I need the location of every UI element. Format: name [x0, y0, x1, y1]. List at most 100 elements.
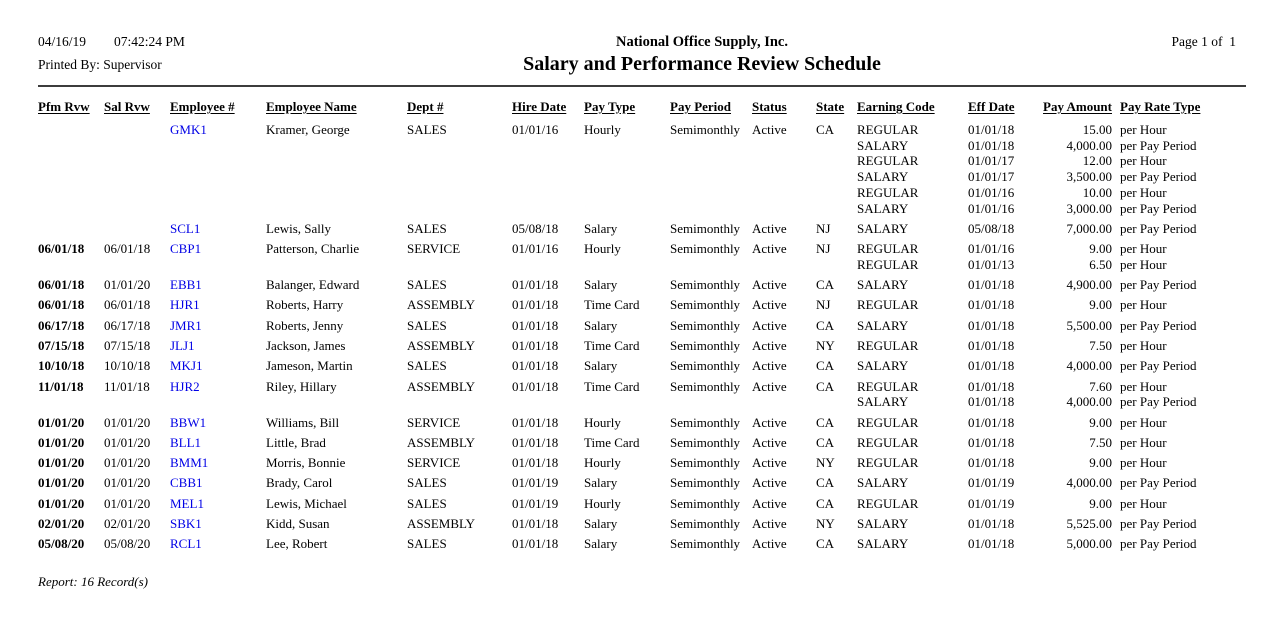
- state-cell: CA: [816, 495, 835, 511]
- status-cell: Active: [752, 358, 787, 374]
- employee-name-cell: Jameson, Martin: [266, 358, 353, 374]
- employee-id-link[interactable]: BMM1: [170, 455, 209, 471]
- eff-date-cell: 01/01/18 01/01/18 01/01/17 01/01/17 01/01/16…: [968, 122, 1035, 221]
- employee-id-link[interactable]: RCL1: [170, 536, 202, 552]
- employee-id-link[interactable]: JLJ1: [170, 338, 195, 353]
- employee-id-link[interactable]: BBW1: [170, 414, 207, 430]
- earning-pay-amount: 3,000.00: [1066, 200, 1113, 216]
- pay-amount-cell: 5,525.00: [1035, 516, 1113, 536]
- report-table-body: GMK1 Kramer, George SALES 01/01/16 Hourly Sem…: [38, 122, 1270, 557]
- status-cell: Active: [752, 455, 787, 471]
- earning-pay-rate-type: per Hour: [1120, 455, 1167, 471]
- earning-code: REGULAR: [857, 378, 919, 394]
- col-header-status: Status: [752, 99, 787, 114]
- pay-period-cell: Semimonthly: [670, 358, 741, 374]
- earning-pay-amount: 7.50: [1089, 338, 1112, 353]
- state-cell: CA: [816, 122, 835, 137]
- employee-id-link[interactable]: HJR1: [170, 297, 200, 313]
- sal-review-cell: 07/15/18: [104, 338, 151, 353]
- col-header-sal-rvw: Sal Rvw: [104, 99, 150, 114]
- earning-eff-date: 01/01/18: [968, 516, 1015, 532]
- earning-code: SALARY: [857, 137, 909, 153]
- employee-row: 01/01/20 01/01/20 MEL1 Lewis, Michael SALES 0…: [38, 496, 1270, 516]
- sal-review-cell: 06/01/18: [104, 241, 151, 257]
- state-cell: NY: [816, 338, 835, 353]
- print-time: 07:42:24 PM: [114, 34, 185, 49]
- hire-date-cell: 01/01/16: [512, 241, 559, 257]
- earning-pay-rate-type: per Hour: [1120, 434, 1167, 450]
- report-header: 04/16/19 07:42:24 PM Printed By: Supervis…: [38, 34, 1248, 76]
- earning-code-cell: SALARY: [857, 536, 968, 556]
- earning-eff-date: 01/01/18: [968, 378, 1015, 394]
- earning-code: SALARY: [857, 394, 909, 410]
- earning-code: SALARY: [857, 317, 909, 333]
- status-cell: Active: [752, 297, 787, 313]
- earning-code: REGULAR: [857, 297, 919, 313]
- employee-id-link[interactable]: CBP1: [170, 241, 202, 257]
- employee-row: 05/08/20 05/08/20 RCL1 Lee, Robert SALES 01/0…: [38, 536, 1270, 556]
- hire-date-cell: 01/01/18: [512, 277, 559, 293]
- earning-pay-amount: 9.00: [1089, 414, 1112, 430]
- earning-code: REGULAR: [857, 434, 919, 450]
- pay-amount-cell: 5,500.00: [1035, 318, 1113, 338]
- state-cell: CA: [816, 378, 835, 394]
- eff-date-cell: 01/01/18 01/01/18: [968, 379, 1035, 415]
- pfm-review-cell: 06/01/18: [38, 297, 85, 313]
- earning-eff-date: 01/01/19: [968, 475, 1015, 491]
- status-cell: Active: [752, 536, 787, 552]
- employee-name-cell: Morris, Bonnie: [266, 455, 346, 471]
- employee-id-link[interactable]: JMR1: [170, 317, 202, 333]
- employee-name-cell: Jackson, James: [266, 338, 346, 353]
- pay-rate-type-cell: per Pay Period: [1112, 221, 1270, 241]
- record-count-summary: Report: 16 Record(s): [38, 573, 148, 589]
- pay-rate-type-cell: per Hour: [1112, 338, 1270, 358]
- employee-row: 01/01/20 01/01/20 CBB1 Brady, Carol SALES 01/…: [38, 475, 1270, 495]
- employee-id-link[interactable]: EBB1: [170, 277, 202, 293]
- col-header-pay-amount: Pay Amount: [1043, 99, 1112, 114]
- state-cell: NJ: [816, 241, 831, 257]
- hire-date-cell: 01/01/19: [512, 495, 559, 511]
- col-header-pay-type: Pay Type: [584, 99, 636, 114]
- header-left-block: 04/16/19 07:42:24 PM Printed By: Supervis…: [38, 34, 338, 73]
- employee-id-link[interactable]: MEL1: [170, 495, 204, 511]
- employee-id-link[interactable]: SCL1: [170, 220, 201, 236]
- pay-rate-type-cell: per Hour per Hour: [1112, 241, 1270, 277]
- pay-period-cell: Semimonthly: [670, 536, 741, 552]
- employee-id-cell: HJR2: [170, 379, 266, 415]
- earning-pay-rate-type: per Hour: [1120, 153, 1167, 169]
- earning-pay-rate-type: per Hour: [1120, 256, 1167, 272]
- eff-date-cell: 01/01/18: [968, 297, 1035, 317]
- employee-id-link[interactable]: MKJ1: [170, 358, 203, 374]
- employee-id-link[interactable]: BLL1: [170, 434, 202, 450]
- sal-review-cell: [104, 221, 170, 241]
- eff-date-cell: 01/01/19: [968, 496, 1035, 516]
- employee-row: 10/10/18 10/10/18 MKJ1 Jameson, Martin SALES…: [38, 358, 1270, 378]
- pay-type-cell: Hourly: [584, 414, 621, 430]
- pfm-review-cell: 06/01/18: [38, 241, 85, 257]
- eff-date-cell: 01/01/18: [968, 318, 1035, 338]
- earning-pay-amount: 9.00: [1089, 455, 1112, 471]
- earning-code: SALARY: [857, 475, 909, 491]
- earning-pay-amount: 3,500.00: [1066, 169, 1113, 185]
- employee-id-link[interactable]: GMK1: [170, 122, 207, 137]
- employee-id-cell: MKJ1: [170, 358, 266, 378]
- employee-id-link[interactable]: HJR2: [170, 378, 200, 394]
- status-cell: Active: [752, 475, 787, 491]
- sal-review-cell: 06/01/18: [104, 297, 151, 313]
- sal-review-cell: 02/01/20: [104, 516, 151, 532]
- employee-id-link[interactable]: SBK1: [170, 516, 202, 532]
- table-header-row: Pfm Rvw Sal Rvw Employee # Employee Name…: [38, 87, 1270, 122]
- col-header-dept: Dept #: [407, 99, 444, 114]
- earning-pay-amount: 4,000.00: [1066, 394, 1113, 410]
- hire-date-cell: 01/01/16: [512, 122, 559, 137]
- status-cell: Active: [752, 220, 787, 236]
- dept-cell: SALES: [407, 495, 447, 511]
- employee-id-link[interactable]: CBB1: [170, 475, 203, 491]
- earning-eff-date: 01/01/17: [968, 153, 1015, 169]
- print-datetime: 04/16/19 07:42:24 PM: [38, 34, 338, 50]
- pay-type-cell: Time Card: [584, 297, 640, 313]
- pay-period-cell: Semimonthly: [670, 434, 741, 450]
- earning-pay-amount: 4,900.00: [1066, 277, 1113, 293]
- pfm-review-cell: [38, 122, 104, 221]
- earning-pay-rate-type: per Hour: [1120, 241, 1167, 257]
